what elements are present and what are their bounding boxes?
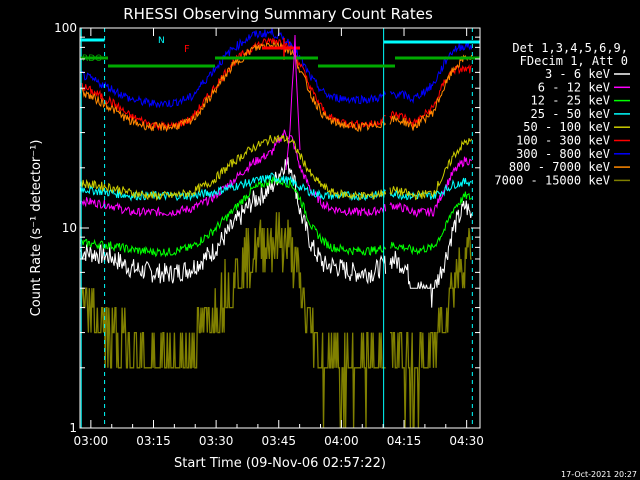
series-6-12-kev <box>80 129 472 218</box>
x-tick-label: 03:00 <box>74 434 109 448</box>
footer-timestamp: 17-Oct-2021 20:27 <box>561 470 637 479</box>
series-7000-15000-kev <box>80 212 472 428</box>
legend-label: 300 - 800 keV <box>516 147 610 161</box>
series-3-6-kev <box>80 157 473 308</box>
legend-header-line-2: FDecim 1, Att 0 <box>520 54 628 68</box>
x-tick-label: 04:30 <box>449 434 484 448</box>
legend-label: 6 - 12 keV <box>538 80 610 94</box>
x-tick-label: 03:45 <box>261 434 296 448</box>
chart-title: RHESSI Observing Summary Count Rates <box>123 5 433 23</box>
x-tick-label: 04:15 <box>387 434 422 448</box>
series-100-300-kev <box>80 37 472 132</box>
series-line <box>80 37 472 132</box>
legend-label: 50 - 100 keV <box>523 120 610 134</box>
x-tick-label: 04:00 <box>324 434 359 448</box>
legend-header-line-1: Det 1,3,4,5,6,9, <box>512 41 628 55</box>
series-line <box>80 212 472 428</box>
series-300-800-kev <box>80 28 473 109</box>
x-tick-label: 03:30 <box>199 434 234 448</box>
plot-area: N F RDO 03:00 03:15 03:30 03:45 04:00 04:15 04:3… <box>54 21 484 448</box>
legend: Det 1,3,4,5,6,9, FDecim 1, Att 0 3 - 6 k… <box>494 41 630 187</box>
legend-label: 3 - 6 keV <box>545 67 610 81</box>
series-12-25-kev <box>80 175 472 258</box>
x-tick-label: 03:15 <box>136 434 171 448</box>
legend-label: 12 - 25 keV <box>531 94 610 108</box>
rdo-label: RDO <box>82 54 102 64</box>
y-tick-label: 100 <box>54 21 77 35</box>
x-axis-label: Start Time (09-Nov-06 02:57:22) <box>174 456 386 471</box>
series-50-100-kev <box>80 134 473 202</box>
series-line <box>80 134 473 202</box>
series-line <box>80 28 473 109</box>
legend-label: 800 - 7000 keV <box>509 160 610 174</box>
x-axis-ticks: 03:00 03:15 03:30 03:45 04:00 04:15 04:30 <box>74 28 484 448</box>
y-tick-label: 10 <box>62 221 77 235</box>
y-tick-label: 1 <box>69 421 77 435</box>
series-line <box>80 40 473 133</box>
series-line <box>80 175 472 258</box>
flare-label: F <box>184 44 190 55</box>
series-line <box>80 129 472 218</box>
series-line <box>80 157 473 308</box>
flare-spike <box>285 34 301 171</box>
series-800-7000-kev <box>80 40 473 133</box>
series-layer <box>80 28 473 428</box>
y-axis-ticks: 1 10 100 <box>54 21 480 435</box>
legend-label: 100 - 300 keV <box>516 134 610 148</box>
legend-label: 25 - 50 keV <box>531 107 610 121</box>
night-label: N <box>158 36 165 46</box>
y-axis-label: Count Rate (s⁻¹ detector⁻¹) <box>29 140 44 317</box>
legend-label: 7000 - 15000 keV <box>494 173 610 187</box>
